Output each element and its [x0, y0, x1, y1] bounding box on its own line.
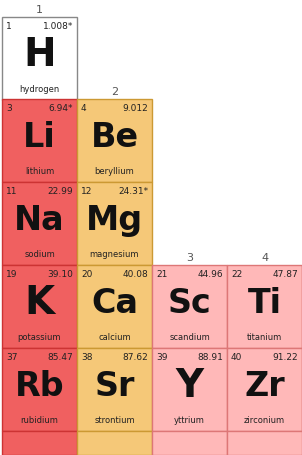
- Text: rubidium: rubidium: [21, 416, 59, 425]
- Text: 4: 4: [81, 104, 87, 113]
- Text: 22: 22: [231, 270, 242, 279]
- Text: 85.47: 85.47: [47, 353, 73, 362]
- Text: 12: 12: [81, 187, 92, 196]
- Text: Be: Be: [90, 121, 139, 154]
- Bar: [152, 265, 227, 348]
- Text: 20: 20: [81, 270, 92, 279]
- Bar: [2, 348, 77, 431]
- Text: Sc: Sc: [168, 287, 211, 320]
- Text: 11: 11: [6, 187, 18, 196]
- Text: 3: 3: [186, 253, 193, 263]
- Text: beryllium: beryllium: [95, 167, 134, 176]
- Bar: [77, 182, 152, 265]
- Text: magnesium: magnesium: [90, 250, 139, 259]
- Text: lithium: lithium: [25, 167, 54, 176]
- Text: 88.91: 88.91: [197, 353, 223, 362]
- Text: 87.62: 87.62: [122, 353, 148, 362]
- Bar: [152, 431, 227, 455]
- Text: Mg: Mg: [86, 204, 143, 237]
- Text: titanium: titanium: [247, 333, 282, 342]
- Text: strontium: strontium: [94, 416, 135, 425]
- Text: 3: 3: [6, 104, 12, 113]
- Bar: [2, 431, 77, 455]
- Text: potassium: potassium: [18, 333, 61, 342]
- Text: 47.87: 47.87: [272, 270, 298, 279]
- Text: Sr: Sr: [94, 369, 135, 403]
- Text: Na: Na: [14, 204, 65, 237]
- Text: Ca: Ca: [91, 287, 138, 320]
- Text: calcium: calcium: [98, 333, 131, 342]
- Text: 22.99: 22.99: [47, 187, 73, 196]
- Text: 39: 39: [156, 353, 168, 362]
- Text: 38: 38: [81, 353, 92, 362]
- Text: Zr: Zr: [244, 369, 285, 403]
- Bar: [77, 265, 152, 348]
- Text: H: H: [23, 36, 56, 74]
- Bar: [2, 17, 77, 100]
- Text: 91.22: 91.22: [272, 353, 298, 362]
- Text: yttrium: yttrium: [174, 416, 205, 425]
- Text: 37: 37: [6, 353, 18, 362]
- Text: zirconium: zirconium: [244, 416, 285, 425]
- Text: Y: Y: [175, 367, 204, 405]
- Text: 39.10: 39.10: [47, 270, 73, 279]
- Bar: [77, 348, 152, 431]
- Bar: [227, 265, 302, 348]
- Text: 4: 4: [261, 253, 268, 263]
- Text: K: K: [24, 284, 55, 322]
- Text: Li: Li: [23, 121, 56, 154]
- Bar: [152, 348, 227, 431]
- Text: 44.96: 44.96: [198, 270, 223, 279]
- Text: 2: 2: [111, 87, 118, 97]
- Bar: [227, 431, 302, 455]
- Bar: [2, 99, 77, 182]
- Bar: [77, 431, 152, 455]
- Text: 9.012: 9.012: [122, 104, 148, 113]
- Text: Rb: Rb: [15, 369, 64, 403]
- Text: 19: 19: [6, 270, 18, 279]
- Text: hydrogen: hydrogen: [19, 85, 59, 94]
- Bar: [2, 182, 77, 265]
- Text: 40: 40: [231, 353, 243, 362]
- Text: 1.008*: 1.008*: [43, 22, 73, 31]
- Text: 24.31*: 24.31*: [118, 187, 148, 196]
- Text: 1: 1: [6, 22, 12, 31]
- Bar: [227, 348, 302, 431]
- Text: Ti: Ti: [248, 287, 281, 320]
- Text: 21: 21: [156, 270, 167, 279]
- Text: 6.94*: 6.94*: [49, 104, 73, 113]
- Text: sodium: sodium: [24, 250, 55, 259]
- Text: scandium: scandium: [169, 333, 210, 342]
- Text: 40.08: 40.08: [122, 270, 148, 279]
- Bar: [77, 99, 152, 182]
- Bar: [2, 265, 77, 348]
- Text: 1: 1: [36, 5, 43, 15]
